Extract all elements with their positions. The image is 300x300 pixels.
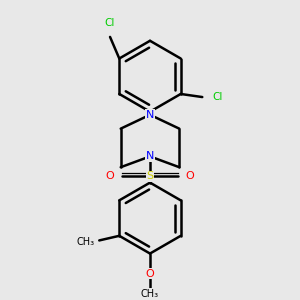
Text: N: N xyxy=(146,110,154,120)
Text: N: N xyxy=(146,152,154,161)
Text: Cl: Cl xyxy=(105,18,115,28)
Text: S: S xyxy=(146,172,154,182)
Text: Cl: Cl xyxy=(212,92,222,102)
Text: CH₃: CH₃ xyxy=(76,237,94,247)
Text: O: O xyxy=(186,172,194,182)
Text: O: O xyxy=(106,172,114,182)
Text: CH₃: CH₃ xyxy=(141,289,159,298)
Text: O: O xyxy=(146,268,154,279)
